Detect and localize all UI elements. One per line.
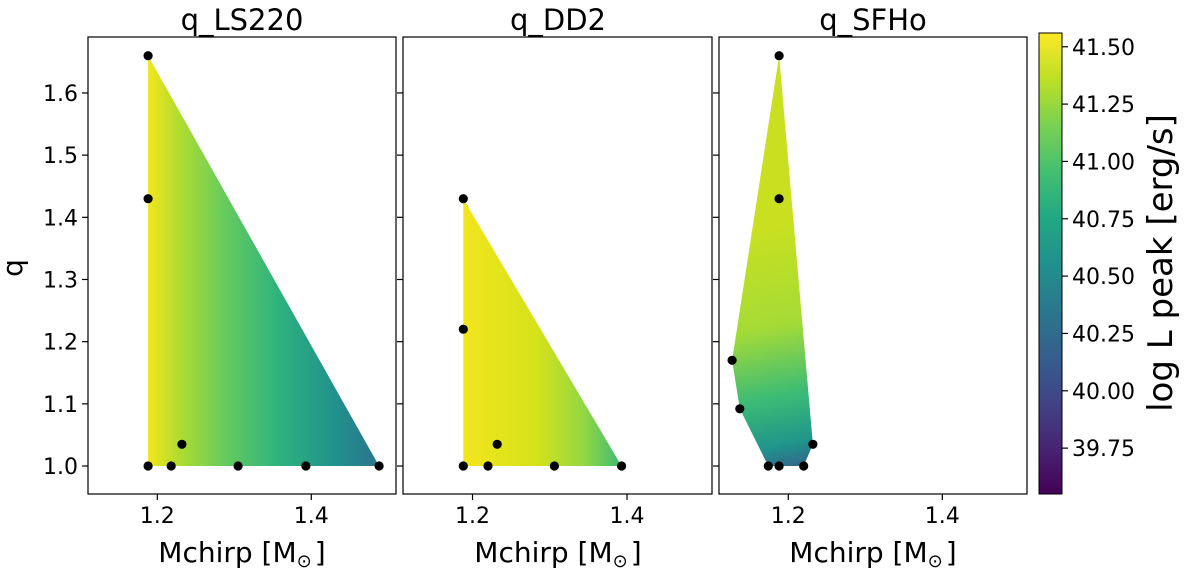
data-point xyxy=(166,461,176,471)
colorbar: 39.75 40.00 40.25 40.50 40.75 41.00 41.25 41.50… xyxy=(1038,32,1181,495)
y-tick-label: 1.1 xyxy=(43,393,78,418)
x-tick-label: 1.4 xyxy=(294,504,329,529)
plot-frame xyxy=(402,36,713,495)
data-point xyxy=(549,461,560,471)
data-point xyxy=(301,461,311,471)
x-tick-label: 1.4 xyxy=(610,504,645,529)
data-point xyxy=(177,439,187,449)
panel-sfho: q_SFHo 1.2 1.4 Mchirp [M⊙] xyxy=(713,3,1028,572)
plot-frame xyxy=(718,36,1028,495)
heatmap-region xyxy=(732,55,813,466)
panel-ls220: q_LS220 1.0 1.1 1.2 1.3 1.4 1.5 1.6 1.2 1.4 Mch… xyxy=(43,3,397,572)
data-point xyxy=(458,194,468,204)
data-point xyxy=(727,355,737,365)
data-point xyxy=(735,404,745,414)
colorbar-tick-label: 40.00 xyxy=(1072,380,1135,405)
colorbar-tick-label: 41.25 xyxy=(1072,93,1135,118)
plot-frame xyxy=(87,36,397,495)
x-axis-label: Mchirp [M⊙] xyxy=(158,536,325,572)
y-tick-label: 1.5 xyxy=(43,144,78,169)
data-point xyxy=(617,461,627,471)
data-point xyxy=(483,461,493,471)
data-point xyxy=(143,461,153,471)
heatmap-region xyxy=(463,198,622,466)
colorbar-tick-label: 41.50 xyxy=(1072,36,1135,61)
data-point xyxy=(774,194,784,204)
data-point xyxy=(774,51,784,61)
data-point xyxy=(458,324,468,334)
x-tick-label: 1.2 xyxy=(140,504,175,529)
data-point xyxy=(799,461,809,471)
y-tick-label: 1.2 xyxy=(43,331,78,356)
data-point xyxy=(458,461,468,471)
colorbar-gradient xyxy=(1038,32,1063,495)
x-tick-label: 1.2 xyxy=(455,504,490,529)
panel-title: q_DD2 xyxy=(510,3,606,37)
y-axis-label: q xyxy=(0,259,29,277)
data-point xyxy=(143,51,153,61)
data-point xyxy=(143,194,153,204)
colorbar-tick-label: 41.00 xyxy=(1072,150,1135,175)
x-axis-label: Mchirp [M⊙] xyxy=(474,536,641,572)
y-tick-label: 1.4 xyxy=(43,206,78,231)
y-tick-label: 1.3 xyxy=(43,268,78,293)
panel-title: q_SFHo xyxy=(819,3,927,37)
panel-dd2: q_DD2 1.2 1.4 Mchirp [M⊙] xyxy=(397,3,713,572)
x-axis-label: Mchirp [M⊙] xyxy=(789,536,956,572)
data-point xyxy=(492,439,502,449)
heatmap-region xyxy=(148,55,380,466)
data-point xyxy=(808,439,818,449)
colorbar-tick-label: 40.25 xyxy=(1072,322,1135,347)
colorbar-tick-label: 40.75 xyxy=(1072,208,1135,233)
x-tick-label: 1.2 xyxy=(771,504,806,529)
x-tick-label: 1.4 xyxy=(925,504,960,529)
colorbar-tick-label: 39.75 xyxy=(1072,437,1135,462)
data-point xyxy=(763,461,773,471)
y-tick-label: 1.6 xyxy=(43,82,78,107)
colorbar-label: log L peak [erg/s] xyxy=(1141,114,1181,412)
panel-title: q_LS220 xyxy=(181,3,304,37)
data-point xyxy=(374,461,384,471)
data-point xyxy=(774,461,784,471)
data-point xyxy=(233,461,243,471)
y-tick-label: 1.0 xyxy=(43,455,78,480)
colorbar-tick-label: 40.50 xyxy=(1072,265,1135,290)
